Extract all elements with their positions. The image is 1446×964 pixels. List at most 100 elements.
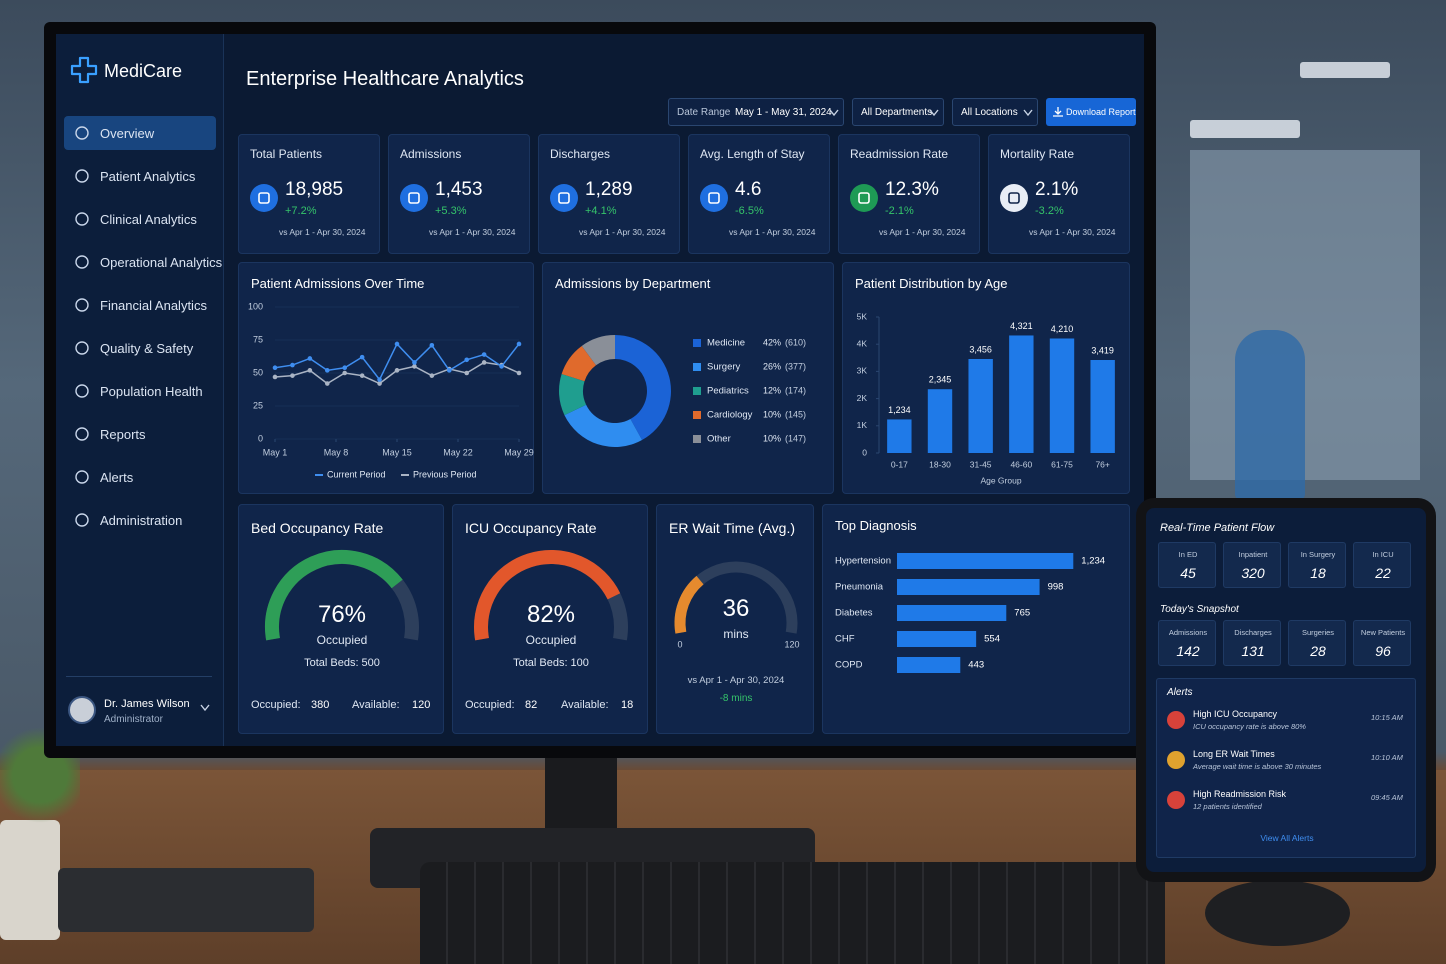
bar-chart: 0 1K 2K 3K 4K 5K 1,234 0-17 2,345 18-30 3,456 31-45… <box>857 311 1115 485</box>
stat-value: 22 <box>1375 565 1391 581</box>
nav-item[interactable]: Quality & Safety <box>64 331 216 365</box>
x-tick-label: 61-75 <box>1051 459 1073 469</box>
nav-icon-shape <box>75 341 89 355</box>
y-tick-label: CHF <box>835 634 855 645</box>
legend-share: 10% <box>763 409 781 419</box>
nav-icon-shape <box>75 513 89 527</box>
gauge-card: ICU Occupancy Rate 82% Occupied Total Beds:… <box>452 504 648 734</box>
donut-chart: Medicine 42% (610) Surgery 26% (377) Pediatric… <box>559 335 806 447</box>
nav-item[interactable]: Financial Analytics <box>64 288 216 322</box>
x-tick-label: May 1 <box>263 447 288 457</box>
series-point <box>290 362 295 368</box>
kpi-value: 18,985 <box>285 179 344 200</box>
gauge-caption: Occupied <box>316 633 368 647</box>
brand-name: MediCare <box>104 61 183 81</box>
stat-value: 45 <box>1180 565 1196 581</box>
department-value: All Departments <box>861 107 933 118</box>
stat-label: Inpatient <box>1238 550 1268 559</box>
y-tick-label: COPD <box>835 660 863 671</box>
legend-label: Pediatrics <box>707 386 749 397</box>
nav-label: Alerts <box>100 470 134 485</box>
view-all-link[interactable]: View All Alerts <box>1260 833 1314 843</box>
legend-label: Previous Period <box>413 469 477 479</box>
series-point <box>464 370 470 376</box>
series-point <box>359 354 365 360</box>
nav-item[interactable]: Alerts <box>64 460 216 494</box>
hbar-chart: Hypertension 1,234 Pneumonia 998 Diabetes 765… <box>835 553 1105 673</box>
series-point <box>324 381 330 386</box>
kpi-label: Readmission Rate <box>850 147 949 161</box>
bar-value-label: 1,234 <box>1081 556 1105 567</box>
nav-label: Financial Analytics <box>100 298 207 313</box>
nav-item[interactable]: Population Health <box>64 374 216 408</box>
legend-share: 12% <box>763 385 781 395</box>
nav-icon <box>75 169 89 183</box>
department-select[interactable]: All Departments <box>852 98 944 126</box>
nav-label: Reports <box>100 427 146 442</box>
line-chart-card: Patient Admissions Over Time 0 25 50 75 100 Ma… <box>238 262 534 494</box>
nav-icon <box>75 341 89 355</box>
y-tick-label: 50 <box>253 367 263 377</box>
nav-icon-shape <box>75 427 89 441</box>
donut-slice <box>564 404 643 447</box>
kpi-icon-bg <box>1000 184 1028 212</box>
nav-item[interactable]: Patient Analytics <box>64 159 216 193</box>
kpi-icon-bg <box>250 184 278 212</box>
kpi-value: 12.3% <box>885 179 939 200</box>
bar <box>897 553 1074 569</box>
y-tick-label: 75 <box>253 334 263 344</box>
kpi-icon-glyph <box>558 192 570 204</box>
chevron-icon <box>829 109 839 117</box>
nav-icon <box>75 470 89 484</box>
user-name: Dr. James Wilson <box>104 698 190 710</box>
alert-icon <box>1167 791 1185 809</box>
nav-item[interactable]: Reports <box>64 417 216 451</box>
gauge-caption: Occupied <box>525 633 577 647</box>
date-range-label: Date Range <box>677 107 731 118</box>
date-range-select[interactable]: Date Range May 1 - May 31, 2024 <box>668 98 844 126</box>
sidebar: MediCare Overview Patient Analytics Clinica… <box>56 34 224 746</box>
series-point <box>446 368 452 373</box>
kpi-icon-bg <box>550 184 578 212</box>
chevron <box>1023 109 1033 117</box>
nav-item[interactable]: Overview <box>64 116 216 150</box>
stat-value: 131 <box>1241 643 1265 659</box>
kpi-value: 1,289 <box>585 179 633 200</box>
kpi-label: Discharges <box>550 147 611 161</box>
bar <box>1049 338 1075 453</box>
stat-tile: Inpatient 320 <box>1223 542 1281 588</box>
nav-item[interactable]: Operational Analytics <box>64 245 222 279</box>
bar-value-label: 1,234 <box>888 405 911 415</box>
nav-label: Clinical Analytics <box>100 212 197 227</box>
legend-label: Other <box>707 434 731 445</box>
logo-icon <box>70 56 98 84</box>
donut-chart-card: Admissions by Department Medicine 42% (610)… <box>542 262 834 494</box>
series-point <box>429 342 435 348</box>
nav-icon <box>75 513 89 527</box>
bar-value-label: 765 <box>1014 608 1030 619</box>
gauge-stat-label: Available: <box>561 699 609 711</box>
nav-item[interactable]: Administration <box>64 503 216 537</box>
gauge-arc <box>265 550 403 641</box>
y-tick-label: 3K <box>857 366 868 376</box>
kpi-change: -2.1% <box>885 205 914 217</box>
legend-label: Surgery <box>707 362 741 373</box>
nav-icon-shape <box>75 126 89 140</box>
chevron <box>200 704 210 712</box>
gauge <box>265 550 419 641</box>
alert-icon <box>1167 751 1185 769</box>
stat-tile: In ICU 22 <box>1353 542 1411 588</box>
gauge-arc <box>674 575 704 634</box>
nav-item[interactable]: Clinical Analytics <box>64 202 216 236</box>
download-glyph <box>1053 107 1063 117</box>
kpi-icon <box>550 184 578 212</box>
gauge-total: Total Beds: 500 <box>304 657 380 669</box>
bar <box>1009 335 1034 453</box>
line-chart: 0 25 50 75 100 May 1 May 8 May 15 May 22 May 29 Pr… <box>248 301 534 479</box>
ceiling-light <box>1190 120 1300 138</box>
nav-label: Patient Analytics <box>100 169 196 184</box>
stat-tile: Admissions 142 <box>1158 620 1216 666</box>
download-button[interactable]: Download Report <box>1046 98 1136 126</box>
location-select[interactable]: All Locations <box>952 98 1038 126</box>
kpi-card: Avg. Length of Stay 4.6 -6.5% vs Apr 1 - Ap… <box>688 134 830 254</box>
